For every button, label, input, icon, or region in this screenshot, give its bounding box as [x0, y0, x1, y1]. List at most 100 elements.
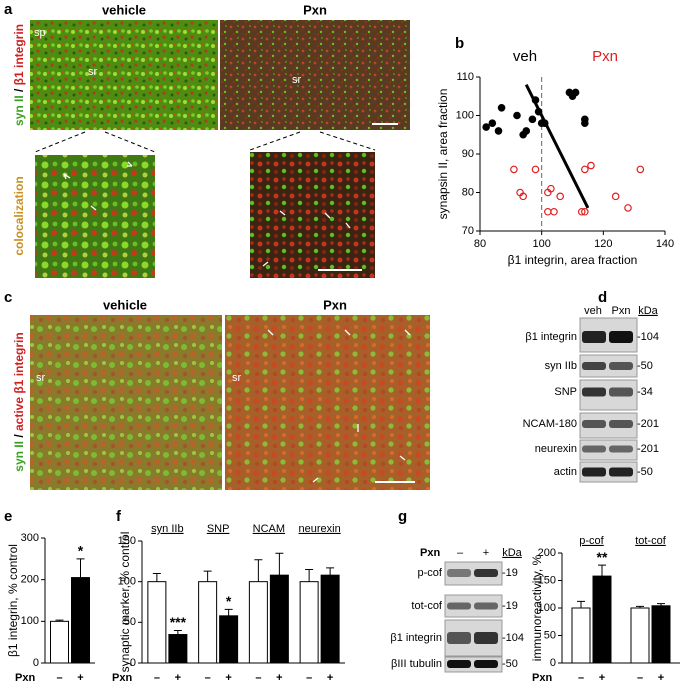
error-bar: [657, 603, 665, 606]
bar: [71, 577, 90, 664]
blot-band: [609, 362, 633, 370]
point: [531, 96, 540, 104]
group-label: p-cof: [579, 535, 604, 547]
category-label: –: [255, 672, 261, 684]
stain-red: β1 integrin: [12, 24, 26, 85]
error-bar: [224, 608, 233, 616]
category-label: –: [578, 672, 584, 684]
point: [581, 165, 589, 174]
error-bar: [203, 570, 212, 582]
bar: [592, 575, 612, 664]
bar: [651, 605, 671, 664]
blot-band: [474, 660, 498, 668]
blot-band: [474, 632, 498, 644]
image-title: Pxn: [323, 297, 347, 312]
panel-label: c: [4, 289, 12, 306]
y-tick-label: 0: [550, 657, 556, 669]
blot-band: [582, 445, 606, 453]
blot-label: SNP: [554, 386, 577, 398]
kda-marker: -34: [637, 386, 653, 398]
region-label: sr: [292, 74, 302, 86]
legend-label: veh: [513, 48, 537, 65]
blot-band: [582, 362, 606, 370]
blot-band: [447, 602, 471, 610]
y-tick-label: 200: [538, 547, 556, 559]
blot-band: [582, 467, 606, 477]
significance: *: [78, 543, 84, 559]
group-label: NCAM: [253, 523, 285, 535]
y-tick-label: 150: [118, 535, 136, 547]
x-tick-label: 140: [656, 238, 674, 250]
kda-marker: -50: [637, 466, 653, 478]
micrograph: [225, 315, 430, 490]
blot-label: tot-cof: [411, 600, 443, 612]
kda-marker: -201: [637, 418, 659, 430]
point: [571, 88, 580, 97]
panel-label: f: [116, 508, 122, 525]
panel-label: g: [398, 508, 407, 525]
side-label: colocalization: [12, 176, 26, 255]
y-axis-label: synaptic marker, % control: [118, 532, 132, 673]
point: [556, 192, 564, 201]
lane-label: veh: [584, 305, 602, 317]
stain-sep: /: [12, 85, 26, 95]
stain-label: syn II / active β1 integrin: [12, 332, 26, 471]
blot-band: [582, 387, 606, 397]
error-bar: [55, 619, 64, 622]
stain-red: active β1 integrin: [12, 332, 26, 431]
panel-label: a: [4, 1, 13, 18]
bar: [320, 574, 340, 664]
x-tick-label: 80: [474, 238, 486, 250]
x-axis-label: β1 integrin, area fraction: [508, 253, 638, 267]
panel-label: b: [455, 35, 464, 52]
error-bar: [173, 629, 182, 635]
image-title: vehicle: [102, 2, 146, 17]
y-tick-label: 110: [456, 71, 474, 83]
stain-green: syn II: [12, 95, 26, 126]
kda-marker: -104: [637, 331, 659, 343]
category-label: –: [56, 672, 62, 684]
blot-band: [609, 445, 633, 453]
y-tick-label: 150: [538, 574, 556, 586]
category-label: +: [658, 672, 664, 684]
point: [528, 115, 537, 124]
point: [581, 119, 589, 128]
micrograph: [30, 20, 218, 130]
point: [636, 165, 645, 174]
arrows: [267, 329, 411, 483]
fit-line: [524, 84, 590, 209]
error-bar: [152, 573, 161, 582]
zoom-image: [35, 155, 155, 278]
y-axis-label: immunoreactivity, %: [530, 554, 544, 661]
blot-band: [474, 569, 498, 577]
region-label: sr: [36, 372, 46, 384]
blot-band: [447, 569, 471, 577]
point: [534, 107, 543, 116]
lane-label: –: [457, 547, 464, 559]
bar: [630, 607, 650, 664]
y-tick-label: 100: [21, 615, 39, 627]
kda-marker: -19: [502, 567, 518, 579]
point: [624, 204, 632, 212]
point: [577, 207, 586, 216]
blot-label: βIII tubulin: [391, 658, 442, 670]
point: [513, 111, 521, 120]
blot-band: [474, 602, 498, 610]
error-bar: [76, 558, 85, 578]
error-bar: [326, 567, 335, 576]
category-label: –: [306, 672, 312, 684]
blot-band: [582, 331, 606, 343]
error-bar: [305, 568, 314, 582]
y-tick-label: 300: [21, 532, 39, 544]
x-axis-label: Pxn: [15, 672, 35, 684]
blot-band: [447, 660, 471, 668]
blot-label: β1 integrin: [390, 632, 442, 644]
y-tick-label: 100: [118, 576, 136, 588]
stain-label: syn II / β1 integrin: [12, 24, 26, 126]
significance: ***: [170, 614, 187, 630]
zoom-lines: [34, 131, 376, 153]
y-tick-label: 80: [462, 186, 474, 198]
error-bar: [636, 605, 644, 608]
error-bar: [577, 600, 585, 608]
